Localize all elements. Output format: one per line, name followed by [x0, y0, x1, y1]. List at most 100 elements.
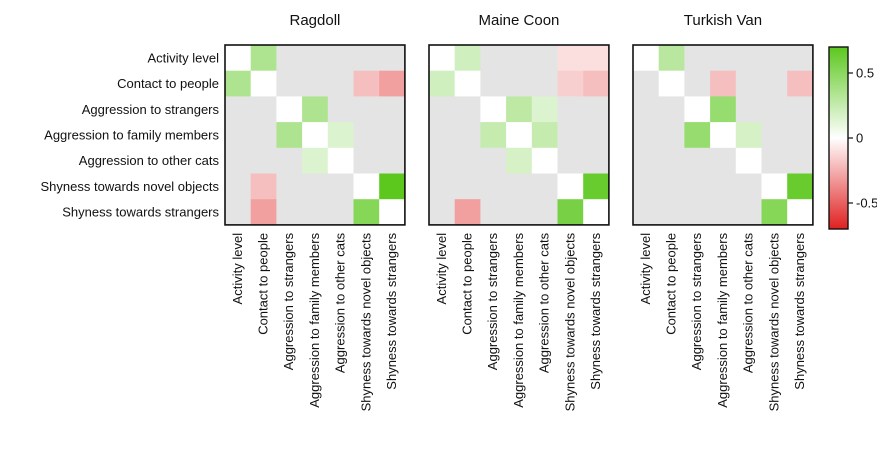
y-tick-label: Activity level — [147, 50, 219, 65]
heatmap-cell — [379, 199, 406, 226]
x-tick-label: Aggression to family members — [715, 232, 730, 407]
heatmap-cell — [710, 45, 737, 72]
heatmap-cell — [302, 45, 329, 72]
heatmap-cell — [379, 122, 406, 149]
heatmap-cell — [557, 199, 584, 226]
heatmap-cell — [225, 45, 252, 72]
heatmap-cell — [379, 147, 406, 174]
heatmap-cell — [327, 173, 354, 200]
heatmap-cell — [787, 199, 814, 226]
heatmap-cell — [787, 122, 814, 149]
heatmap-cell — [557, 147, 584, 174]
heatmap-cell — [250, 122, 277, 149]
heatmap-cell — [353, 173, 380, 200]
heatmap-cell — [353, 96, 380, 123]
heatmap-cell — [506, 45, 533, 72]
heatmap-cell — [454, 199, 481, 226]
heatmap-cell — [658, 70, 685, 97]
heatmap-cell — [506, 199, 533, 226]
heatmap-cell — [276, 45, 303, 72]
heatmap-cell — [353, 199, 380, 226]
heatmap-cell — [327, 96, 354, 123]
heatmap-cell — [429, 147, 456, 174]
y-tick-label: Aggression to family members — [44, 127, 219, 142]
heatmap-cell — [531, 122, 558, 149]
x-tick-label: Aggression to strangers — [689, 232, 704, 370]
heatmap-cell — [480, 199, 507, 226]
heatmap-cell — [506, 96, 533, 123]
heatmap-cell — [250, 45, 277, 72]
heatmap-cell — [761, 173, 788, 200]
heatmap-cell — [710, 122, 737, 149]
x-tick-label: Activity level — [434, 233, 449, 305]
heatmap-cell — [327, 70, 354, 97]
heatmap-cell — [735, 96, 762, 123]
heatmap-cell — [353, 122, 380, 149]
heatmap-cell — [276, 147, 303, 174]
heatmap-cell — [684, 45, 711, 72]
x-tick-label: Shyness towards strangers — [384, 232, 399, 389]
heatmap-cell — [454, 147, 481, 174]
heatmap-cell — [353, 70, 380, 97]
panel-frame — [428, 44, 610, 226]
heatmap-cell — [379, 70, 406, 97]
heatmap-cell — [454, 70, 481, 97]
heatmap-cell — [302, 147, 329, 174]
colorbar-tick-label: 0 — [856, 131, 863, 146]
heatmap-cell — [633, 96, 660, 123]
heatmap-cell — [480, 122, 507, 149]
heatmap-cell — [684, 147, 711, 174]
heatmap-cell — [684, 96, 711, 123]
heatmap-cell — [633, 199, 660, 226]
x-tick-label: Shyness towards novel objects — [358, 232, 373, 411]
heatmap-cell — [429, 199, 456, 226]
panel-title: Ragdoll — [290, 12, 341, 29]
heatmap-cell — [225, 122, 252, 149]
x-tick-label: Aggression to strangers — [485, 232, 500, 370]
heatmap-cell — [684, 122, 711, 149]
panel-turkish-van: Turkish Van Activity level Contact to peop… — [632, 12, 814, 411]
heatmap-cell — [710, 173, 737, 200]
panel-frame — [224, 44, 406, 226]
heatmap-cell — [276, 122, 303, 149]
heatmap-cell — [225, 96, 252, 123]
heatmap-cell — [583, 173, 610, 200]
heatmap-cell — [480, 147, 507, 174]
heatmap-cell — [379, 45, 406, 72]
heatmap-cell — [302, 199, 329, 226]
heatmap-cell — [276, 199, 303, 226]
heatmap-cell — [250, 147, 277, 174]
y-tick-label: Shyness towards strangers — [62, 205, 219, 220]
x-tick-label: Aggression to strangers — [281, 232, 296, 370]
heatmap-cell — [353, 147, 380, 174]
heatmap-cell — [429, 70, 456, 97]
heatmap-cell — [454, 122, 481, 149]
heatmap-cell — [735, 173, 762, 200]
x-tick-label: Shyness towards strangers — [588, 232, 603, 389]
heatmap-cell — [250, 199, 277, 226]
x-tick-label: Shyness towards novel objects — [766, 232, 781, 411]
x-tick-label: Aggression to family members — [307, 232, 322, 407]
heatmap-cell — [429, 45, 456, 72]
heatmap-cell — [761, 70, 788, 97]
heatmap-cell — [735, 199, 762, 226]
x-tick-label: Activity level — [230, 233, 245, 305]
heatmap-cell — [710, 96, 737, 123]
heatmap-cell — [302, 122, 329, 149]
heatmap-cell — [658, 173, 685, 200]
heatmap-cell — [480, 70, 507, 97]
heatmap-cell — [658, 199, 685, 226]
heatmap-cell — [327, 147, 354, 174]
heatmap-cell — [531, 96, 558, 123]
x-tick-label: Aggression to family members — [511, 232, 526, 407]
panel-title: Maine Coon — [479, 12, 560, 29]
x-tick-label: Contact to people — [460, 233, 475, 335]
heatmap-cell — [633, 70, 660, 97]
heatmap-cell — [557, 70, 584, 97]
heatmap-cell — [761, 199, 788, 226]
heatmap-cell — [250, 173, 277, 200]
heatmap-cell — [454, 96, 481, 123]
x-tick-label: Aggression to other cats — [333, 232, 348, 373]
heatmap-cell — [761, 147, 788, 174]
y-tick-label: Contact to people — [117, 76, 219, 91]
